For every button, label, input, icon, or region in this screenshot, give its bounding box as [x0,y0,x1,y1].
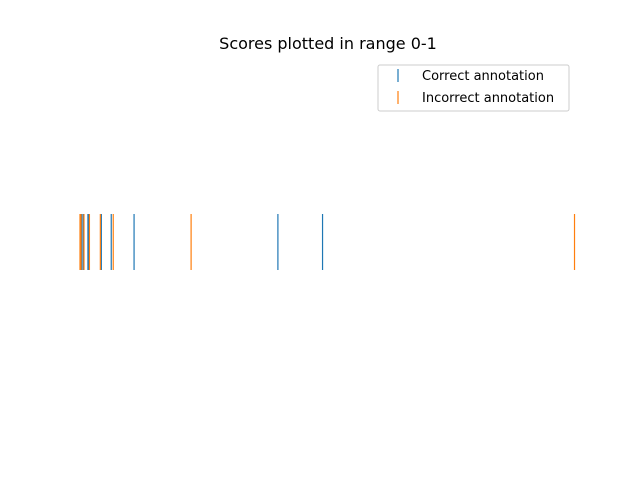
legend-frame [377,64,570,112]
legend-label-incorrect: Incorrect annotation [422,91,554,106]
plot-area [79,214,576,270]
chart-title: Scores plotted in range 0-1 [219,34,437,53]
legend-label-correct: Correct annotation [422,69,544,84]
legend: Correct annotation Incorrect annotation [377,64,570,112]
